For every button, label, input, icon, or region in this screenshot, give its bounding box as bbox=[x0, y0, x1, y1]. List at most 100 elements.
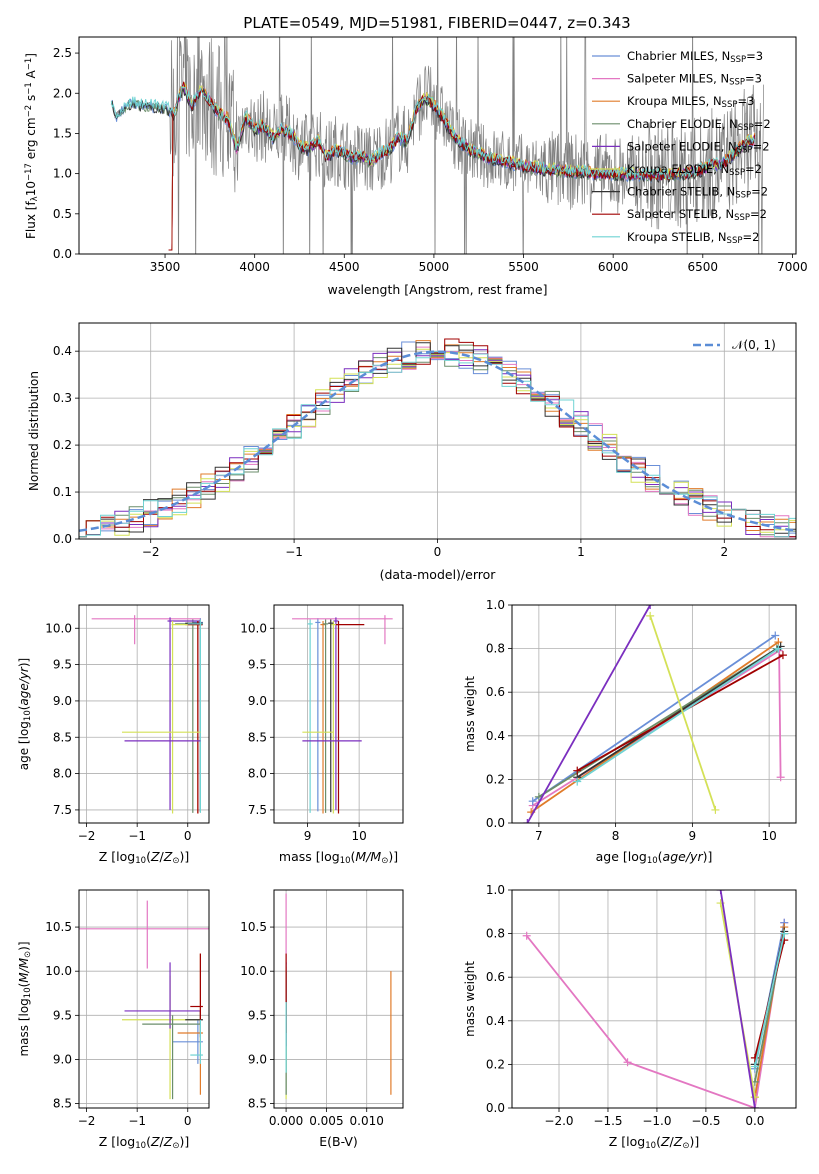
normal-curve bbox=[79, 350, 796, 533]
label-part: SSP bbox=[722, 100, 738, 110]
label-part: =3 bbox=[737, 94, 754, 108]
plot-area bbox=[79, 338, 796, 538]
legend-label: Kroupa ELODIE, NSSP=2 bbox=[627, 162, 762, 178]
label-part: )] bbox=[703, 849, 713, 864]
y-tick-label: 0.4 bbox=[486, 729, 505, 743]
weight-marker-kroupa_stelib bbox=[750, 1062, 759, 1071]
y-tick-label: 9.5 bbox=[248, 658, 267, 672]
axes-frame bbox=[78, 322, 797, 540]
x-tick-label: −1 bbox=[285, 545, 303, 559]
y-tick-label: 1.0 bbox=[486, 598, 505, 612]
y-tick-label: 0.4 bbox=[486, 1014, 505, 1028]
weight-marker-salpeter_stelib bbox=[778, 651, 787, 660]
x-tick-label: −2 bbox=[142, 545, 160, 559]
weight-marker-chabrier_miles bbox=[528, 797, 537, 806]
y-axis-label: age [log10(age/yr)] bbox=[17, 658, 33, 770]
label-part: Z bbox=[150, 1134, 160, 1149]
label-part: Z bbox=[163, 849, 173, 864]
y-tick-label: 0.2 bbox=[486, 1057, 505, 1071]
label-part: ⊙ bbox=[172, 1141, 179, 1151]
x-tick-label: 0 bbox=[434, 545, 442, 559]
y-tick-label: 8.0 bbox=[53, 767, 72, 781]
label-part: / bbox=[160, 849, 165, 864]
x-tick-label: −1.5 bbox=[593, 1114, 622, 1128]
label-part: Chabrier MILES, N bbox=[627, 49, 730, 63]
y-tick-label: 9.0 bbox=[248, 694, 267, 708]
label-part: Z bbox=[673, 1134, 683, 1149]
weight-marker-kroupa_elodie bbox=[750, 1093, 759, 1102]
x-tick-label: −0.5 bbox=[691, 1114, 720, 1128]
legend-label: Salpeter MILES, NSSP=3 bbox=[627, 72, 762, 88]
label-part: −1 bbox=[24, 58, 34, 71]
x-tick-label: 5000 bbox=[419, 260, 450, 274]
label-part: mass [log bbox=[279, 849, 340, 864]
label-part: ( bbox=[17, 983, 31, 988]
label-part: =2 bbox=[754, 117, 771, 131]
y-tick-label: 8.5 bbox=[53, 1097, 72, 1111]
weight-marker-salpeter_miles bbox=[522, 931, 531, 940]
panel-spectrum: 3500 4000 4500 5000 5500 6000 6500 7000 0.0 0.5 1.… bbox=[24, 36, 808, 297]
label-part: SSP bbox=[737, 146, 753, 156]
weight-marker-salpeter_elodie bbox=[523, 819, 532, 823]
y-tick-label: 10.5 bbox=[45, 920, 72, 934]
panel-mass_vs_Z: −2 −1 08.59.09.510.010.5Z [log10(Z/Z⊙)]mas… bbox=[17, 889, 210, 1151]
y-tick-label: 8.5 bbox=[53, 730, 72, 744]
weight-marker-salpeter_miles bbox=[623, 1058, 632, 1067]
x-tick-label: 0 bbox=[184, 1114, 192, 1128]
x-tick-label: 5500 bbox=[508, 260, 539, 274]
x-tick-label: 9 bbox=[689, 829, 697, 843]
weight-marker-chabrier_miles bbox=[771, 631, 780, 640]
weight-line-chabrier_miles bbox=[532, 634, 776, 802]
label-part: Z bbox=[660, 1134, 670, 1149]
weight-line-salpeter_elodie bbox=[526, 605, 651, 823]
label-part: Kroupa ELODIE, N bbox=[627, 162, 729, 176]
weight-marker-salpeter_elodie bbox=[750, 1104, 759, 1108]
label-part: 10 bbox=[645, 1141, 656, 1151]
plot-area bbox=[522, 890, 789, 1108]
x-tick-label: 0.000 bbox=[269, 1114, 303, 1128]
x-tick-label: −1 bbox=[128, 1114, 146, 1128]
label-part: 10 bbox=[23, 987, 33, 998]
weight-line-kroupa_stelib bbox=[576, 647, 779, 783]
weight-line-chabrier_stelib bbox=[576, 645, 782, 778]
label-part: SSP bbox=[730, 55, 746, 65]
label-part: SSP bbox=[727, 236, 743, 246]
label-part: Kroupa STELIB, N bbox=[627, 230, 727, 244]
label-part: mass [log bbox=[17, 998, 31, 1056]
y-tick-label: 0.0 bbox=[486, 816, 505, 830]
label-part: age [log bbox=[596, 849, 647, 864]
y-tick-label: 8.5 bbox=[248, 1097, 267, 1111]
y-tick-label: 0.4 bbox=[53, 344, 72, 358]
weight-marker-kroupa_elodie bbox=[646, 611, 655, 620]
plot-area bbox=[91, 615, 203, 814]
y-tick-label: 1.0 bbox=[486, 883, 505, 897]
x-tick-label: 0.005 bbox=[309, 1114, 343, 1128]
y-axis-label: Normed distribution bbox=[27, 371, 41, 491]
label-part: Flux [f bbox=[24, 201, 38, 239]
y-tick-label: 2.0 bbox=[53, 86, 72, 100]
weight-line-salpeter_miles bbox=[525, 922, 786, 1108]
x-axis-label: (data-model)/error bbox=[380, 567, 497, 582]
axes-frame bbox=[273, 889, 404, 1109]
weight-marker-salpeter_elodie bbox=[646, 605, 655, 609]
legend-label: Chabrier STELIB, NSSP=2 bbox=[627, 185, 768, 201]
x-tick-label: 8 bbox=[612, 829, 620, 843]
x-tick-label: 7000 bbox=[777, 260, 808, 274]
axes-frame bbox=[78, 36, 797, 255]
legend-label: 𝒩(0, 1) bbox=[732, 338, 776, 352]
label-part: )] bbox=[179, 849, 189, 864]
label-part: E(B-V) bbox=[319, 1134, 358, 1149]
label-part: Z [log bbox=[609, 1134, 645, 1149]
x-tick-label: 4500 bbox=[329, 260, 360, 274]
label-part: SSP bbox=[735, 191, 751, 201]
y-tick-label: 9.0 bbox=[248, 1052, 267, 1066]
y-tick-label: 10.5 bbox=[240, 920, 267, 934]
y-tick-label: 10.0 bbox=[240, 964, 267, 978]
label-part: SSP bbox=[729, 168, 745, 178]
legend-label: Chabrier ELODIE, NSSP=2 bbox=[627, 117, 771, 133]
label-part: age/yr bbox=[663, 849, 704, 864]
x-tick-label: −2.0 bbox=[544, 1114, 573, 1128]
label-part: −2 bbox=[24, 105, 34, 118]
